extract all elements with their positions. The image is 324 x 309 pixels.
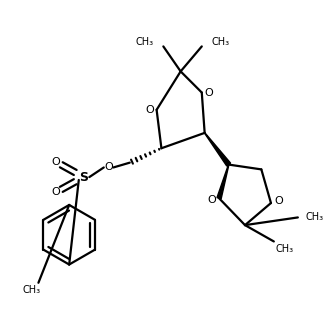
Text: O: O	[104, 163, 113, 172]
Text: O: O	[51, 188, 60, 197]
Text: CH₃: CH₃	[136, 36, 154, 47]
Text: O: O	[204, 87, 213, 98]
Text: O: O	[207, 195, 216, 205]
Text: CH₃: CH₃	[306, 212, 324, 222]
Polygon shape	[204, 133, 231, 166]
Text: S: S	[79, 171, 88, 184]
Text: O: O	[145, 105, 154, 115]
Text: CH₃: CH₃	[211, 36, 229, 47]
Text: CH₃: CH₃	[23, 286, 41, 295]
Text: CH₃: CH₃	[276, 244, 294, 254]
Text: O: O	[51, 157, 60, 167]
Text: O: O	[274, 196, 283, 206]
Polygon shape	[217, 164, 229, 199]
